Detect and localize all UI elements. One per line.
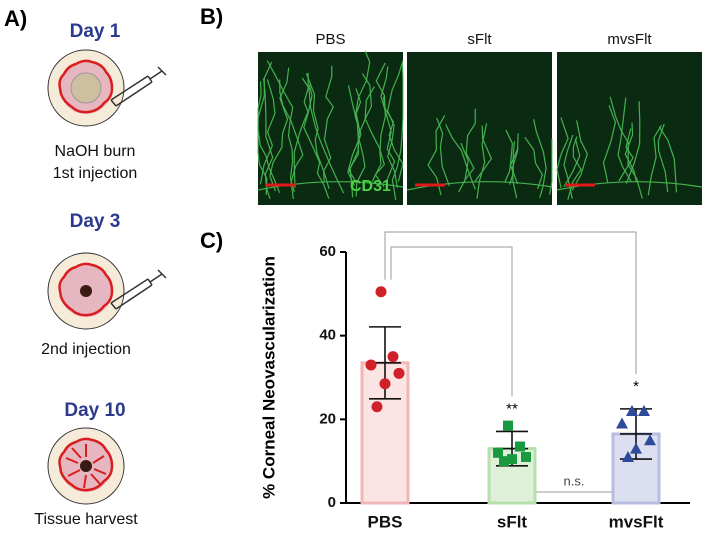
vessel: [460, 142, 469, 183]
vessel: [549, 138, 553, 195]
data-point: [638, 404, 650, 416]
data-point: [626, 404, 638, 416]
data-point: [616, 417, 628, 429]
vessel: [371, 62, 387, 182]
stain-label: CD31: [350, 178, 391, 195]
data-point: [365, 359, 377, 371]
bracket: [390, 246, 513, 397]
significance: *: [633, 378, 639, 395]
vessel: [571, 120, 588, 191]
data-point: [622, 450, 634, 462]
vessel: [391, 62, 404, 201]
image-label: mvsFlt: [607, 31, 652, 48]
vessel: [380, 66, 396, 182]
vessel: [406, 181, 553, 191]
vessels: [556, 96, 703, 201]
vessel: [445, 124, 476, 190]
panel-label: C): [200, 228, 223, 253]
data-point: [375, 286, 387, 298]
vessel: [305, 73, 330, 189]
data-point: [499, 456, 509, 467]
vessel: [458, 108, 476, 193]
y-tick-label: 0: [328, 494, 336, 511]
vessel: [556, 181, 703, 191]
image-label: sFlt: [467, 31, 492, 48]
vessel: [259, 79, 276, 185]
data-point: [503, 420, 513, 431]
y-tick-label: 20: [319, 410, 336, 427]
panel-label: A): [4, 6, 27, 31]
vessel: [347, 88, 362, 187]
vessel: [386, 60, 404, 188]
vessel: [364, 86, 385, 188]
vessel: [427, 115, 446, 196]
data-point: [387, 351, 399, 363]
data-point: [515, 441, 525, 452]
vessel: [257, 61, 281, 194]
data-point: [379, 378, 391, 390]
vessel: [511, 133, 519, 199]
day-label: Day 3: [70, 211, 121, 232]
y-tick-label: 60: [319, 243, 336, 260]
step-caption: 2nd injection: [41, 341, 131, 358]
y-axis-label: % Corneal Neovascularization: [259, 256, 278, 499]
x-tick-label: PBS: [368, 512, 403, 531]
step-caption: 1st injection: [53, 165, 138, 182]
panel-label: B): [200, 4, 223, 29]
vessel: [533, 119, 547, 198]
vessel: [556, 117, 569, 188]
vessel: [322, 65, 334, 183]
vessel: [301, 77, 345, 194]
vessel: [257, 81, 268, 195]
eye-icon: [46, 48, 167, 128]
day-label: Day 10: [64, 400, 125, 421]
data-point: [630, 442, 642, 454]
significance: n.s.: [564, 473, 585, 488]
vessel: [602, 105, 617, 183]
x-tick-label: sFlt: [497, 512, 528, 531]
step-caption: Tissue harvest: [34, 511, 138, 528]
data-point: [507, 454, 517, 465]
vessel: [504, 129, 514, 182]
vessel: [266, 60, 294, 200]
vessel: [609, 96, 643, 199]
day-label: Day 1: [70, 21, 121, 42]
data-point: [644, 434, 656, 446]
y-tick-label: 40: [319, 327, 336, 344]
vessel: [436, 117, 450, 187]
vessels: [257, 50, 404, 201]
vessel: [657, 123, 669, 192]
data-point: [521, 451, 531, 462]
vessel: [524, 136, 544, 190]
eye-icon: [46, 251, 167, 331]
data-point: [371, 401, 383, 413]
vessel: [476, 123, 488, 199]
image-label: PBS: [315, 31, 345, 48]
vessels: [406, 108, 553, 199]
bracket: [384, 231, 637, 374]
data-point: [493, 447, 503, 458]
x-tick-label: mvsFlt: [609, 512, 664, 531]
vessel: [617, 97, 632, 183]
significance: **: [506, 400, 518, 417]
step-caption: NaOH burn: [55, 143, 136, 160]
eye-icon: [46, 426, 126, 506]
data-point: [393, 367, 405, 379]
vessel: [647, 124, 662, 196]
vessel: [257, 181, 404, 191]
vessel: [293, 72, 309, 188]
vessel: [474, 125, 493, 182]
